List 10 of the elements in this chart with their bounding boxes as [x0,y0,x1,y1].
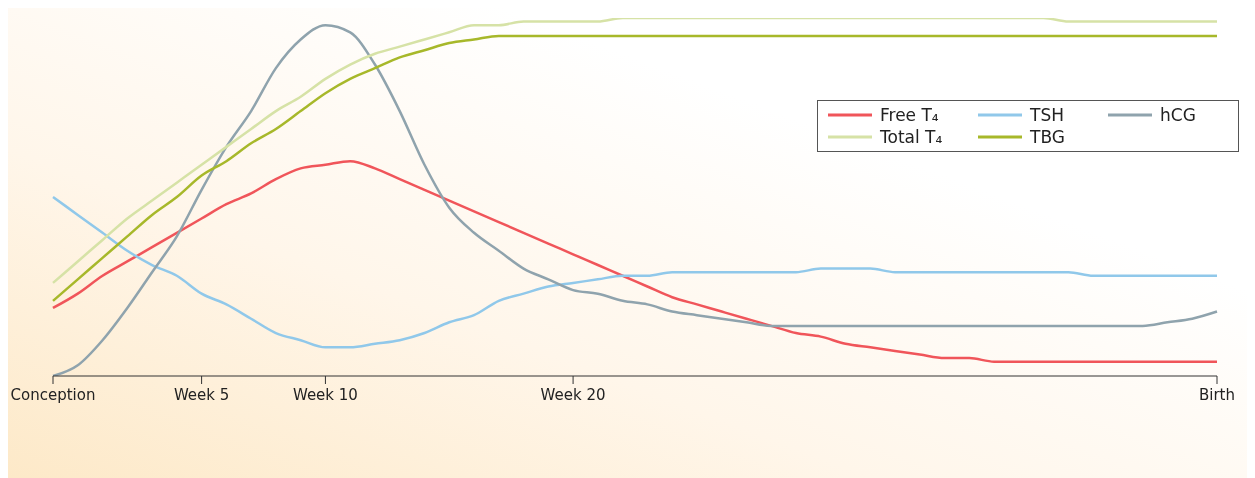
x-tick-label: Week 10 [292,386,358,404]
x-tick-label: Birth [1198,386,1236,404]
x-tick-label: Week 20 [540,386,606,404]
x-tick-label: Conception [10,386,96,404]
legend-label: Free T₄ [880,105,939,125]
legend-label: hCG [1160,105,1196,125]
legend-label: TBG [1030,127,1065,147]
legend-label: TSH [1030,105,1064,125]
x-tick-label: Week 5 [173,386,230,404]
legend-label: Total T₄ [880,127,943,147]
